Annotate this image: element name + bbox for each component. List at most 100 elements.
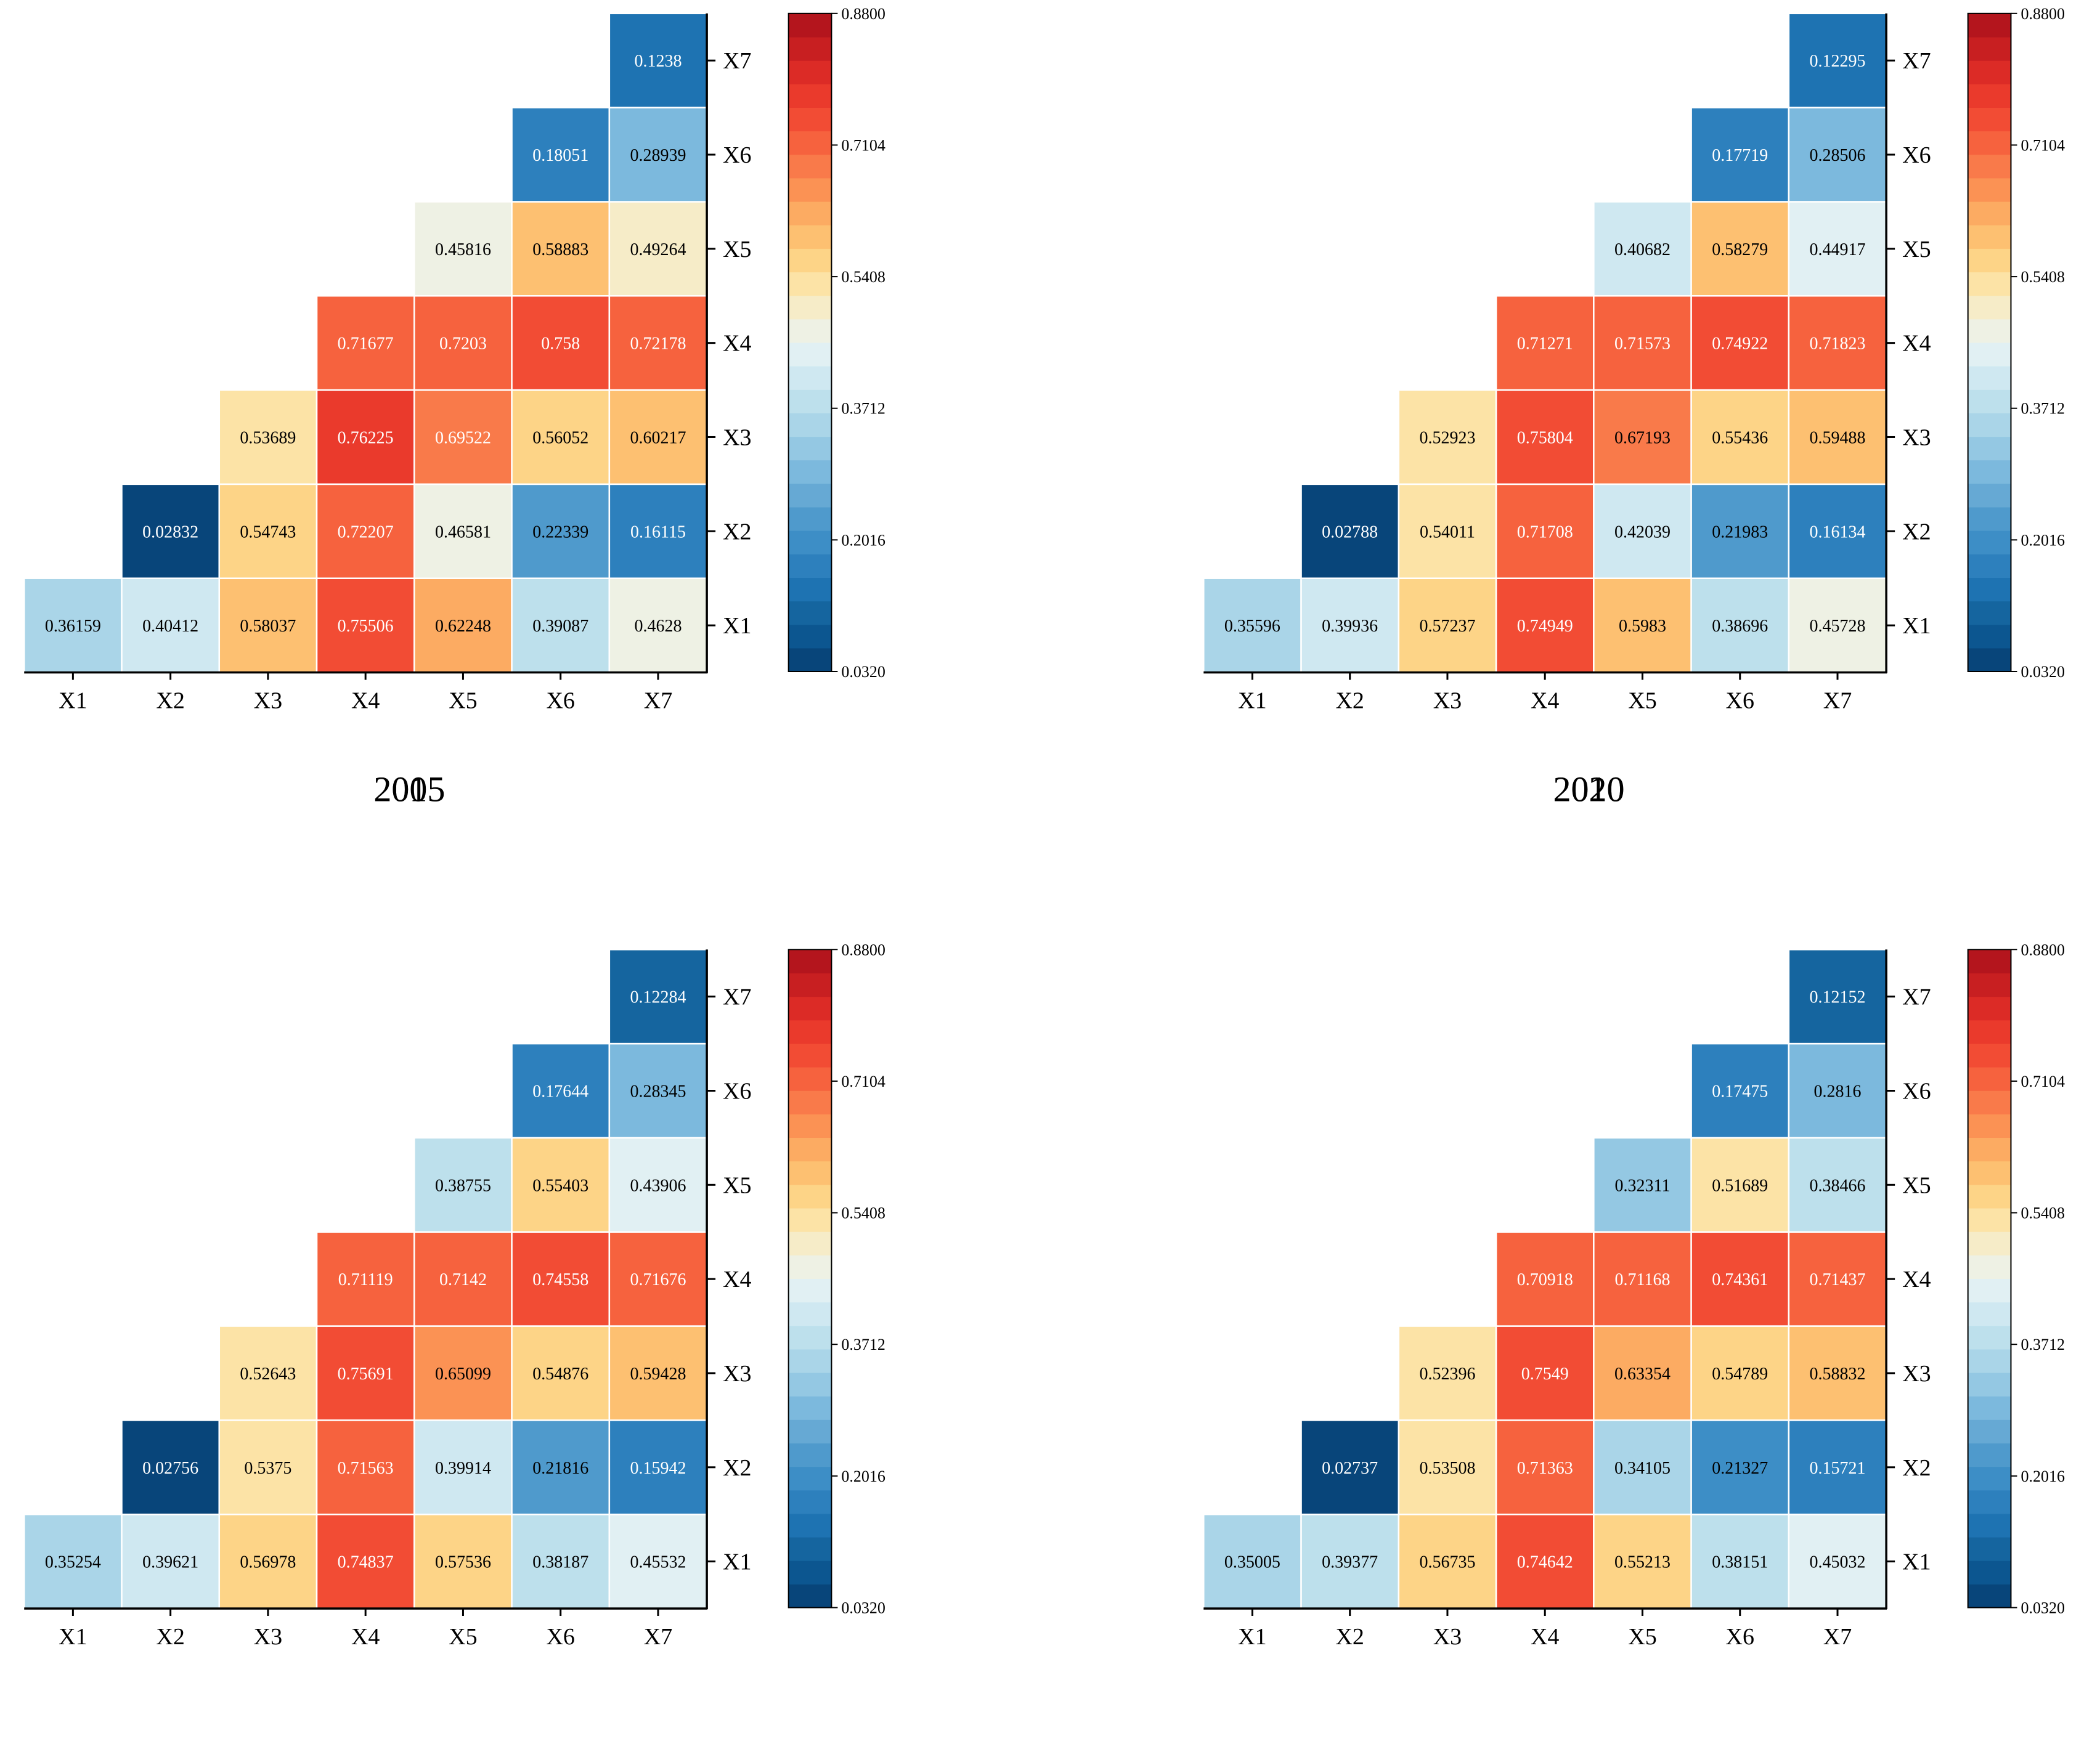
colorbar-band [1968,1255,2011,1279]
colorbar-band [1968,1584,2011,1609]
colorbar-band [1968,1419,2011,1444]
y-tick-label: X1 [723,1549,751,1575]
cell-value-label: 0.22339 [532,522,588,542]
x-tick-label: X5 [1628,688,1656,714]
colorbar-band [788,1372,832,1397]
heatmap-cell [1690,1419,1790,1516]
y-tick-label: X3 [723,1361,751,1387]
colorbar-band [1968,1560,2011,1585]
colorbar-band [788,1043,832,1068]
cell-value-label: 0.58883 [532,240,588,259]
heatmap-cell [1593,1325,1692,1421]
colorbar-band [1968,996,2011,1021]
heatmap-cell [511,389,611,485]
cell-value-label: 0.65099 [435,1365,491,1384]
y-tick-label: X1 [1902,613,1931,639]
heatmap-cell [1690,483,1790,579]
colorbar-band [1968,1090,2011,1114]
cell-value-label: 0.54876 [532,1365,588,1384]
heatmap-panel-2010: 0.35596 0.39936 0.57237 0.74949 0.5983 0.3869… [1203,5,2065,810]
colorbar-band [1968,483,2011,508]
cell-value-label: 0.75506 [338,617,394,636]
heatmap-cell [1593,483,1692,579]
x-tick-label: X2 [156,688,184,714]
heatmap-cell [511,1513,611,1610]
cell-value-label: 0.59428 [630,1365,686,1384]
cell-value-label: 0.18051 [532,146,588,165]
colorbar: 0.0320 0.2016 0.3712 0.5408 0.7104 0.8800 [788,5,885,681]
colorbar-band [788,949,832,974]
x-tick-label: X5 [449,688,477,714]
y-tick-label: X6 [1902,1078,1931,1104]
cell-value-label: 0.46581 [435,522,491,542]
colorbar-band [788,483,832,508]
colorbar-band [788,577,832,602]
x-tick-label: X3 [254,1624,282,1650]
colorbar-band [1968,389,2011,413]
cell-value-label: 0.35254 [45,1553,101,1572]
y-tick-label: X5 [723,237,751,262]
colorbar-band [788,1137,832,1162]
colorbar-band [1968,436,2011,461]
colorbar-tick-label: 0.5408 [841,1204,885,1222]
cell-value-label: 0.38696 [1712,617,1768,636]
colorbar-band [1968,177,2011,202]
y-tick-label: X2 [723,519,751,545]
heatmap-cell [1398,389,1497,485]
colorbar-band [788,1584,832,1609]
x-tick-label: X2 [1335,1624,1364,1650]
cell-value-label: 0.58279 [1712,240,1768,259]
heatmap-cell [121,577,221,673]
colorbar-tick-label: 0.3712 [841,400,885,418]
colorbar-band [1968,601,2011,625]
colorbar-tick-label: 0.8800 [841,5,885,23]
cell-value-label: 0.12295 [1810,52,1866,71]
colorbar-band [788,131,832,155]
colorbar-band [788,177,832,202]
heatmap-cell [413,1137,513,1233]
heatmap-cell [315,295,415,391]
colorbar-band [1968,1278,2011,1303]
cell-value-label: 0.21816 [532,1459,588,1478]
colorbar-tick-label: 0.8800 [2021,5,2065,23]
heatmap-cell [315,1231,415,1327]
cell-value-label: 0.71363 [1517,1459,1573,1478]
heatmap-cell [1788,201,1887,297]
colorbar-band [1968,319,2011,343]
colorbar-band [1968,1466,2011,1491]
colorbar-tick-label: 0.0320 [841,1599,885,1617]
colorbar-tick-label: 0.2016 [841,531,885,549]
x-tick-label: X7 [644,688,672,714]
cell-value-label: 0.40682 [1614,240,1671,259]
colorbar-band [788,1114,832,1138]
x-tick-label: X4 [1531,1624,1559,1650]
cell-value-label: 0.38755 [435,1176,491,1195]
cell-value-label: 0.52396 [1419,1365,1475,1384]
heatmap-cell [315,1325,415,1421]
colorbar-band [1968,154,2011,179]
heatmap-cell [413,295,513,391]
colorbar-band [1968,272,2011,296]
colorbar-band [788,1067,832,1091]
x-tick-label: X2 [1335,688,1364,714]
heatmap-cell [1690,1513,1790,1610]
heatmap-cell [1690,1042,1790,1139]
heatmap-cell [1690,577,1790,673]
heatmap-cell [608,483,708,579]
x-tick-label: X1 [1238,688,1266,714]
heatmap-cell [1690,1137,1790,1233]
cell-value-label: 0.17644 [532,1082,588,1101]
colorbar-band [1968,1114,2011,1138]
x-tick-label: X7 [644,1624,672,1650]
y-tick-label: X4 [723,331,751,357]
y-tick-label: X7 [723,48,751,74]
heatmap-cell [511,295,611,391]
cell-value-label: 0.1238 [634,52,682,71]
cell-value-label: 0.54011 [1420,522,1475,542]
cell-value-label: 0.74922 [1712,335,1768,354]
cell-value-label: 0.74837 [338,1553,394,1572]
cell-value-label: 0.57237 [1419,617,1475,636]
colorbar-band [1968,1396,2011,1420]
colorbar-band [788,996,832,1021]
